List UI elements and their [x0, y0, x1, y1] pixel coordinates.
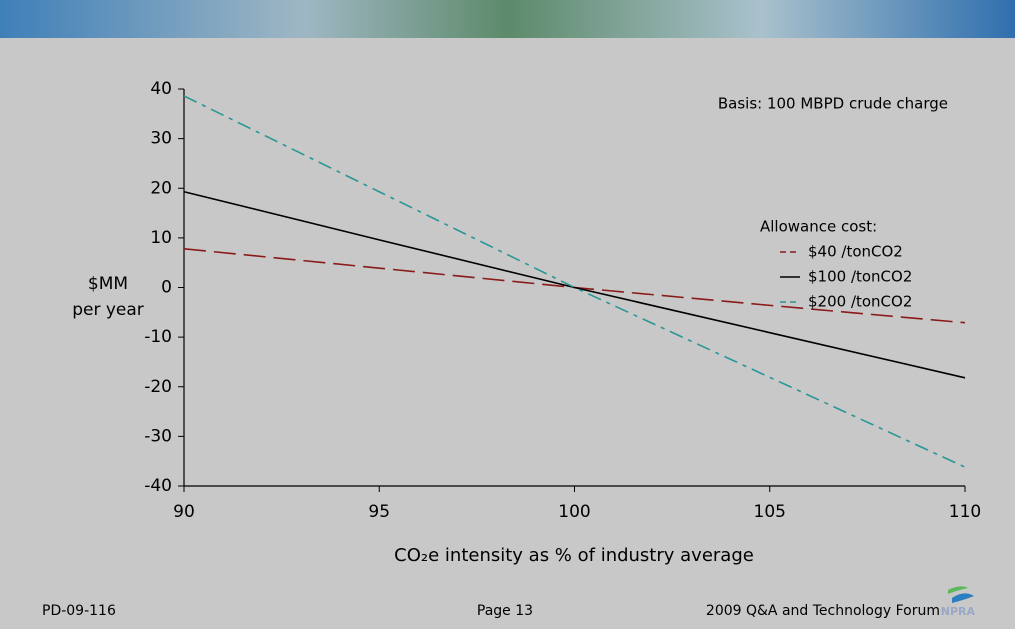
y-axis-label: $MM — [88, 274, 128, 294]
x-tick-label: 100 — [558, 502, 590, 522]
slide: Basis: 100 MBPD crude charge Allowance c… — [0, 0, 1015, 629]
y-tick-label: 30 — [150, 129, 172, 149]
x-tick-label: 110 — [949, 502, 981, 522]
footer-right: 2009 Q&A and Technology Forum — [706, 603, 940, 619]
y-tick-label: 10 — [150, 228, 172, 248]
x-tick-label: 95 — [368, 502, 390, 522]
legend-label: $200 /tonCO2 — [808, 293, 912, 311]
logo-text: NPRA — [941, 605, 976, 618]
x-axis-label: CO₂e intensity as % of industry average — [394, 545, 754, 566]
y-axis-label: per year — [72, 300, 144, 320]
footer-left: PD-09-116 — [42, 603, 116, 619]
page: {"chart_data": {"type": "line", "annotat… — [0, 0, 1015, 629]
annotation: Basis: 100 MBPD crude charge — [718, 95, 948, 113]
y-tick-label: -40 — [144, 476, 172, 496]
footer-center: Page 13 — [477, 603, 533, 619]
y-tick-label: -10 — [144, 327, 172, 347]
legend-label: $100 /tonCO2 — [808, 268, 912, 286]
x-tick-label: 105 — [754, 502, 786, 522]
legend-title: Allowance cost: — [760, 218, 877, 236]
y-tick-label: 40 — [150, 79, 172, 99]
y-tick-label: 0 — [161, 278, 172, 298]
x-tick-label: 90 — [173, 502, 195, 522]
legend-label: $40 /tonCO2 — [808, 243, 903, 261]
y-tick-label: -30 — [144, 426, 172, 446]
banner — [0, 0, 1015, 38]
y-tick-label: -20 — [144, 377, 172, 397]
y-tick-label: 20 — [150, 178, 172, 198]
